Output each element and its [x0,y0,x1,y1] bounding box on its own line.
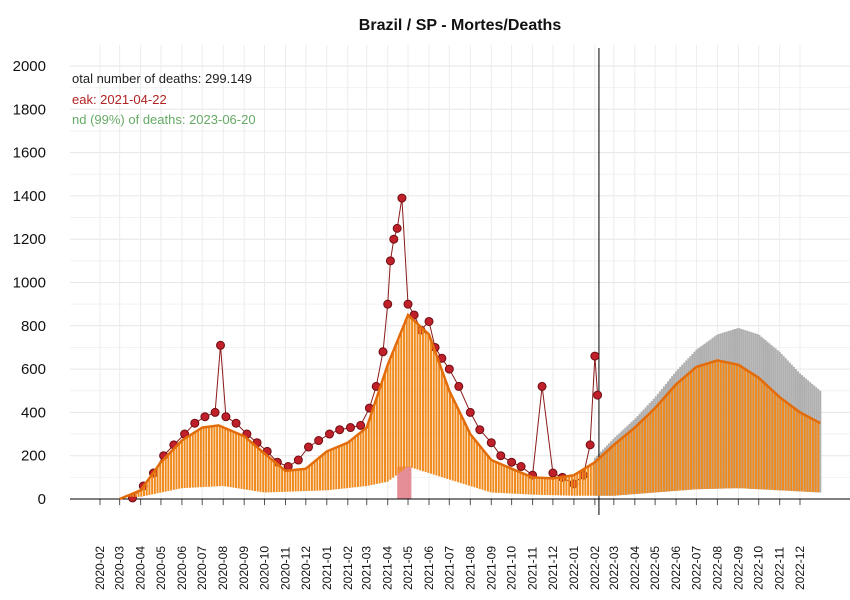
x-tick-label: 2022-05 [648,546,662,590]
observed-point [454,381,464,391]
axes [70,48,850,515]
observed-point [465,407,475,417]
observed-point [231,418,241,428]
observed-point [537,381,547,391]
x-tick-label: 2022-03 [607,546,621,590]
observed-point [475,425,485,435]
observed-point [516,462,526,472]
x-tick-label: 2020-03 [113,546,127,590]
x-tick-label: 2020-07 [195,546,209,590]
x-tick-label: 2021-08 [463,546,477,590]
annotation-total-deaths: otal number of deaths: 299.149 [72,71,252,86]
observed-point [378,347,388,357]
observed-series [127,193,603,503]
observed-point [356,420,366,430]
y-tick-label: 1600 [13,145,46,162]
y-tick-label: 800 [21,318,46,335]
observed-point [403,299,413,309]
x-tick-label: 2021-05 [401,546,415,590]
observed-point [314,436,324,446]
x-tick-label: 2021-06 [422,546,436,590]
observed-point [304,442,314,452]
x-axis-ticks: 2020-02 2020-03 2020-04 2020-05 2020-06 2020-… [93,499,807,590]
y-tick-label: 600 [21,361,46,378]
x-tick-label: 2021-04 [381,546,395,590]
x-tick-label: 2021-12 [546,546,560,590]
observed-point [590,351,600,361]
x-tick-label: 2021-02 [341,546,355,590]
x-tick-label: 2022-01 [567,546,581,590]
x-tick-label: 2022-11 [773,547,787,590]
observed-point [190,418,200,428]
annotation-end: nd (99%) of deaths: 2023-06-20 [72,112,256,127]
x-tick-label: 2020-02 [93,546,107,590]
x-tick-label: 2021-10 [505,546,519,590]
observed-point [397,193,407,203]
observed-point [444,364,454,374]
observed-point [496,451,506,461]
x-tick-label: 2020-06 [175,546,189,590]
observed-point [392,223,402,233]
observed-point [507,457,517,467]
annotation-peak: eak: 2021-04-22 [72,92,167,107]
x-tick-label: 2021-01 [320,546,334,590]
observed-point [221,412,231,422]
x-tick-label: 2020-04 [134,546,148,590]
y-axis-ticks: 0 200 400 600 800 1000 1200 1400 1600 1800 2000 [13,58,46,508]
x-tick-label: 2021-03 [360,546,374,590]
y-tick-label: 1200 [13,231,46,248]
observed-point [324,429,334,439]
x-tick-label: 2022-09 [731,546,745,590]
y-tick-label: 1800 [13,101,46,118]
x-tick-label: 2022-12 [793,546,807,590]
fitted-line [119,312,821,501]
observed-point [385,256,395,266]
y-tick-label: 200 [21,448,46,465]
observed-point [216,340,226,350]
x-tick-label: 2022-08 [710,546,724,590]
x-tick-label: 2020-09 [237,546,251,590]
observed-point [548,468,558,478]
observed-point [409,310,419,320]
x-tick-label: 2020-05 [154,546,168,590]
x-tick-label: 2020-08 [216,546,230,590]
y-tick-label: 400 [21,404,46,421]
x-tick-label: 2022-04 [628,546,642,590]
x-tick-label: 2021-11 [526,547,540,590]
observed-point [486,438,496,448]
observed-point [424,316,434,326]
observed-point [200,412,210,422]
x-tick-label: 2022-02 [588,546,602,590]
observed-point [210,407,220,417]
x-tick-label: 2020-11 [278,547,292,590]
peak-band [397,466,412,499]
y-tick-label: 1400 [13,188,46,205]
y-tick-label: 2000 [13,58,46,75]
y-tick-label: 0 [38,491,46,508]
x-tick-label: 2022-07 [689,546,703,590]
x-tick-label: 2021-07 [442,546,456,590]
x-tick-label: 2022-10 [752,546,766,590]
observed-point [335,425,345,435]
chart-title: Brazil / SP - Mortes/Deaths [359,17,562,34]
x-tick-label: 2022-06 [669,546,683,590]
x-tick-label: 2020-12 [299,546,313,590]
y-tick-label: 1000 [13,275,46,292]
x-tick-label: 2021-09 [484,546,498,590]
observed-point [383,299,393,309]
observed-point [293,455,303,465]
observed-point [593,390,603,400]
x-tick-label: 2020-10 [258,546,272,590]
observed-point [345,423,355,433]
fitted-series [119,312,821,501]
observed-point [389,234,399,244]
peak-band-rect [397,466,412,499]
observed-point [585,440,595,450]
